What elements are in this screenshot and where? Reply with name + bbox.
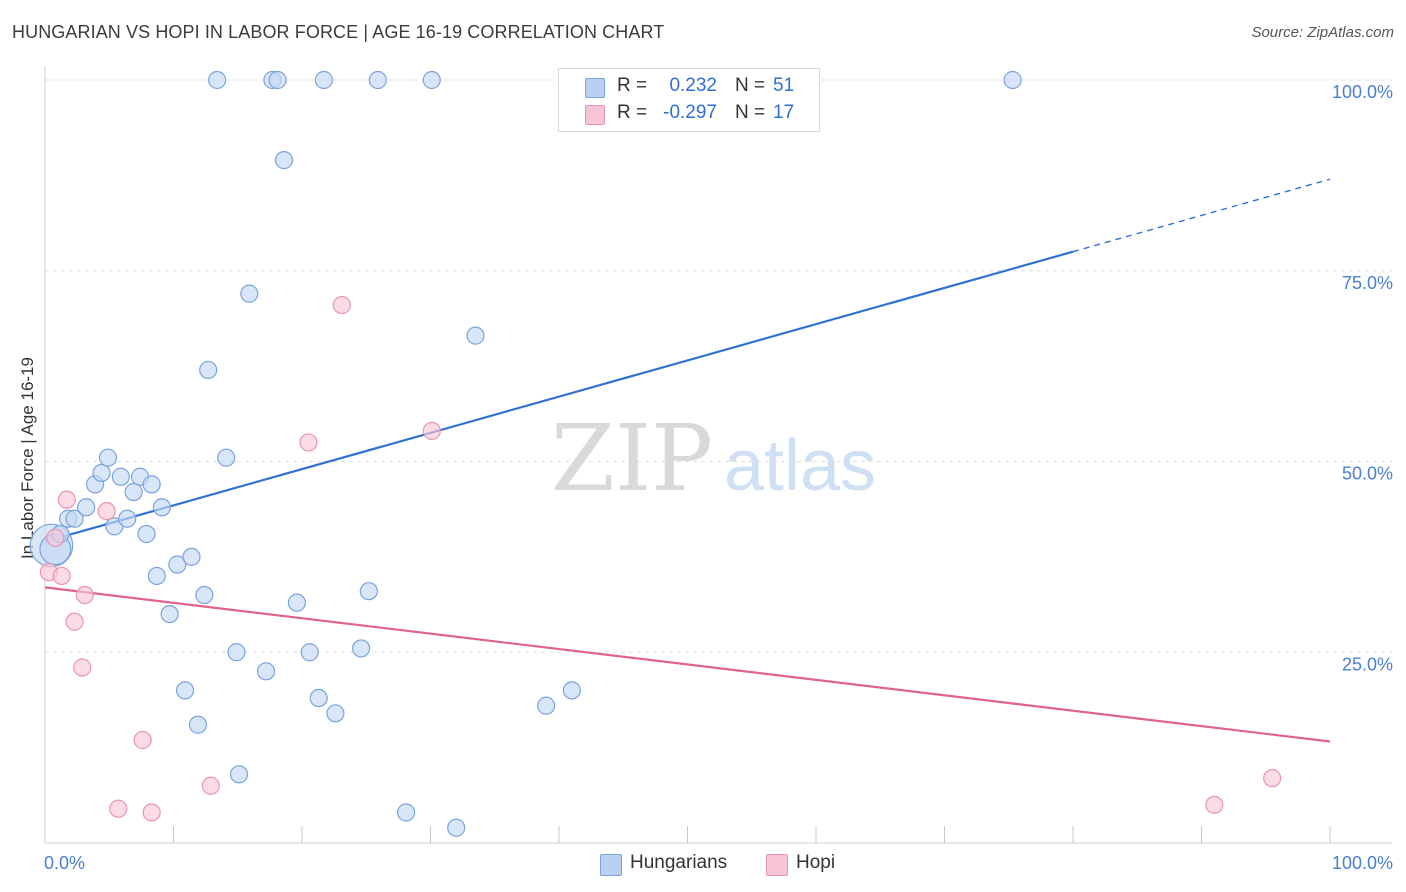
legend-n-label: N = — [735, 102, 766, 123]
point-hungarians — [268, 70, 287, 90]
point-hopi — [109, 799, 128, 818]
point-hungarians — [217, 448, 236, 467]
point-hungarians — [300, 643, 319, 662]
axes — [44, 66, 1392, 844]
legend-n-value: 17 — [773, 102, 795, 123]
y-tick-label: 25.0% — [1342, 654, 1393, 674]
legend-r-label: R = — [617, 102, 648, 123]
point-hungarians — [77, 498, 96, 517]
source-label: Source: ZipAtlas.com — [1251, 24, 1394, 41]
trend-line-extension-hungarians — [1072, 178, 1331, 253]
point-hopi — [52, 566, 71, 586]
point-hopi — [201, 776, 220, 795]
point-hungarians — [274, 151, 294, 170]
point-hungarians — [199, 360, 218, 380]
point-hopi — [97, 501, 116, 521]
legend-swatch-hopi — [585, 105, 605, 125]
point-hungarians — [422, 70, 441, 90]
point-hungarians — [118, 509, 137, 528]
chart-title: HUNGARIAN VS HOPI IN LABOR FORCE | AGE 1… — [12, 22, 665, 42]
trend-line-hungarians — [44, 250, 1074, 543]
trend-line-hopi — [44, 586, 1331, 743]
point-hungarians — [152, 498, 172, 517]
point-hungarians — [65, 509, 84, 528]
point-hungarians — [111, 467, 130, 486]
point-hungarians — [396, 803, 416, 822]
point-hungarians — [368, 70, 387, 90]
point-hopi — [332, 295, 351, 315]
bottom-legend-swatch-hopi — [766, 854, 788, 876]
bottom-legend-swatch-hungarians — [600, 854, 622, 876]
point-hungarians — [92, 463, 111, 483]
legend-r-label: R = — [617, 75, 648, 96]
point-hopi — [299, 433, 318, 452]
point-hungarians — [287, 593, 306, 612]
point-hungarians — [256, 662, 276, 681]
point-hopi — [75, 585, 94, 605]
bottom-legend-label-hungarians: Hungarians — [630, 852, 728, 873]
point-hungarians — [229, 765, 249, 784]
point-hungarians — [240, 284, 259, 303]
point-hopi — [57, 490, 76, 509]
x-tick-label: 0.0% — [44, 853, 85, 873]
point-hungarians — [359, 582, 378, 601]
point-hopi — [73, 658, 92, 677]
point-hungarians — [314, 70, 333, 90]
point-hopi — [133, 730, 152, 750]
point-hungarians — [124, 482, 143, 502]
grid-lines — [45, 79, 1392, 653]
point-hungarians — [309, 688, 328, 708]
watermark: ZIP atlas — [551, 405, 876, 512]
point-hungarians — [466, 326, 485, 345]
point-hopi — [422, 421, 441, 441]
point-hungarians — [447, 818, 466, 837]
point-hungarians — [175, 681, 195, 700]
point-hungarians — [352, 639, 371, 658]
point-hungarians — [537, 696, 556, 715]
point-hungarians — [137, 524, 156, 544]
point-hungarians — [326, 704, 345, 723]
point-hopi — [142, 803, 161, 822]
legend-n-value: 51 — [773, 75, 795, 96]
watermark-zip: ZIP — [551, 405, 713, 512]
point-hungarians — [188, 715, 208, 734]
point-hungarians — [98, 448, 118, 467]
legend-n-label: N = — [735, 75, 766, 96]
point-hungarians — [182, 547, 201, 566]
data-points — [29, 70, 1282, 837]
trend-lines — [44, 178, 1331, 743]
point-hungarians — [208, 70, 227, 90]
bottom-legend-label-hopi: Hopi — [796, 852, 836, 873]
legend-r-value: -0.297 — [663, 102, 717, 123]
point-hungarians — [168, 555, 187, 574]
legend-swatch-hungarians — [585, 78, 605, 98]
point-hungarians — [227, 643, 246, 662]
point-hungarians — [1003, 70, 1022, 90]
point-hungarians — [160, 604, 179, 624]
point-hopi — [1205, 795, 1224, 814]
point-hopi — [1263, 769, 1282, 788]
y-tick-label: 75.0% — [1342, 273, 1393, 293]
y-tick-label: 100.0% — [1332, 82, 1393, 102]
point-hungarians — [147, 566, 166, 586]
point-hungarians — [195, 585, 214, 605]
legend-r-value: 0.232 — [669, 75, 717, 96]
stats-legend: R = 0.232 N = 51 R = -0.297 N = 17 — [558, 68, 820, 132]
x-tick-label: 100.0% — [1332, 853, 1393, 873]
point-hungarians — [562, 681, 581, 700]
point-hopi — [46, 528, 65, 547]
watermark-atlas: atlas — [724, 426, 876, 506]
point-hungarians — [142, 475, 161, 494]
y-tick-label: 50.0% — [1342, 464, 1393, 484]
point-hopi — [65, 612, 84, 631]
tick-labels: 25.0% 50.0% 75.0% 100.0% 0.0% 100.0% — [44, 82, 1393, 873]
